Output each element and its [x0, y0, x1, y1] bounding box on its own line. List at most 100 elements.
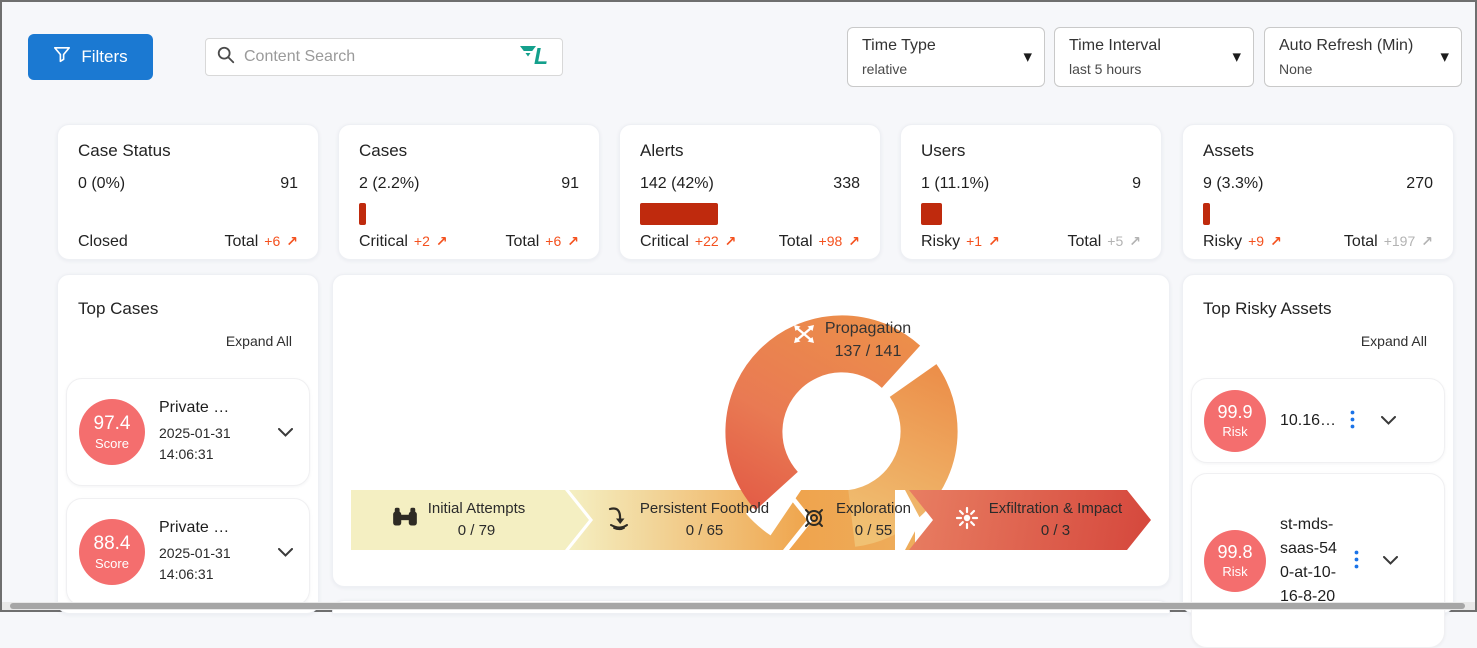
asset-risk-badge: 99.9 Risk: [1204, 389, 1266, 452]
search-input[interactable]: [244, 48, 510, 66]
card-title: Alerts: [640, 141, 684, 160]
card-title: Users: [921, 141, 966, 160]
critical-bar: [359, 203, 366, 225]
right-delta: +6: [545, 233, 562, 249]
kebab-menu-icon[interactable]: [1350, 546, 1363, 576]
top-cases-panel: Top Cases Expand All 97.4 Score Private …: [57, 274, 319, 614]
right-label: Total: [505, 233, 540, 250]
propagation-icon: [791, 321, 817, 352]
time-type-label: Time Type: [862, 37, 936, 54]
asset-name: st-mds-saas-540-at-10-16-8-20: [1280, 515, 1337, 605]
left-delta: +1: [966, 233, 983, 249]
right-value: 270: [1406, 175, 1433, 192]
funnel-icon: [53, 46, 71, 69]
right-value: 91: [280, 175, 298, 192]
trend-up-icon[interactable]: ↗: [848, 234, 860, 250]
trend-up-icon[interactable]: ↗: [1421, 234, 1433, 250]
filters-button[interactable]: Filters: [28, 34, 153, 80]
binoculars-icon: [391, 505, 419, 536]
stage-value: 0 / 3: [1040, 522, 1071, 539]
asset-risk: 99.8: [1217, 542, 1253, 562]
auto-refresh-dropdown[interactable]: Auto Refresh (Min) None ▼: [1264, 27, 1462, 87]
expand-chevron-icon[interactable]: [1379, 549, 1402, 572]
propagation-value: 137 / 141: [834, 343, 902, 361]
case-score: 97.4: [93, 413, 131, 434]
right-label: Total: [1343, 233, 1378, 250]
time-interval-value: last 5 hours: [1069, 61, 1142, 77]
asset-name: 10.16…: [1280, 411, 1337, 429]
asset-risk-label: Risk: [1222, 564, 1248, 579]
asset-item: 99.8 Risk st-mds-saas-540-at-10-16-8-20: [1191, 473, 1445, 648]
case-score-badge: 88.4 Score: [79, 519, 145, 585]
asset-risk: 99.9: [1217, 402, 1253, 422]
right-label: Total: [1067, 233, 1102, 250]
card-title: Cases: [359, 141, 408, 160]
right-delta: +5: [1107, 233, 1124, 249]
cases-card: Cases 2 (2.2%) 91 Critical +2 ↗ Total +6…: [338, 124, 600, 260]
stage-label: Exploration: [835, 500, 912, 518]
kebab-menu-icon[interactable]: [1346, 406, 1359, 436]
users-card: Users 1 (11.1%) 9 Risky +1 ↗ Total +5 ↗: [900, 124, 1162, 260]
top-risky-assets-title: Top Risky Assets: [1203, 299, 1332, 318]
trend-up-icon[interactable]: ↗: [724, 234, 737, 250]
case-date: 2025-01-31: [159, 425, 231, 441]
expand-chevron-icon[interactable]: [274, 541, 297, 564]
stage-value: 0 / 65: [685, 522, 724, 539]
left-delta: +2: [413, 233, 430, 249]
expand-chevron-icon[interactable]: [274, 421, 297, 444]
trend-up-icon[interactable]: ↗: [1129, 234, 1141, 250]
stage-label: Initial Attempts: [427, 500, 526, 518]
caret-down-icon: ▼: [1232, 50, 1241, 64]
trend-up-icon[interactable]: ↗: [286, 234, 298, 250]
right-delta: +98: [818, 233, 843, 249]
case-item: 88.4 Score Private … 2025-01-31 14:06:31: [66, 498, 310, 606]
asset-risk-label: Risk: [1222, 424, 1248, 439]
case-time: 14:06:31: [159, 446, 214, 462]
time-type-dropdown[interactable]: Time Type relative ▼: [847, 27, 1045, 87]
logpoint-logo-icon: L: [518, 42, 552, 73]
trend-up-icon[interactable]: ↗: [988, 234, 1000, 250]
expand-chevron-icon[interactable]: [1377, 409, 1400, 432]
top-cases-title: Top Cases: [78, 299, 159, 318]
case-score: 88.4: [93, 533, 131, 554]
left-value: 0 (0%): [78, 175, 126, 192]
time-interval-dropdown[interactable]: Time Interval last 5 hours ▼: [1054, 27, 1254, 87]
trend-up-icon[interactable]: ↗: [1270, 234, 1282, 250]
search-icon: [216, 45, 236, 70]
left-value: 142 (42%): [640, 175, 714, 192]
alerts-card: Alerts 142 (42%) 338 Critical +22 ↗ Tota…: [619, 124, 881, 260]
impact-icon: [954, 505, 980, 536]
left-label: Closed: [78, 233, 128, 250]
time-interval-label: Time Interval: [1069, 37, 1161, 54]
case-name: Private …: [159, 399, 230, 416]
case-name: Private …: [159, 519, 230, 536]
attack-chain-panel: Propagation 137 / 141 Initial Attempts 0…: [332, 274, 1170, 587]
right-label: Total: [778, 233, 813, 250]
asset-risk-badge: 99.8 Risk: [1204, 529, 1266, 592]
left-label: Critical: [359, 233, 408, 250]
filters-label: Filters: [81, 47, 128, 66]
left-value: 2 (2.2%): [359, 175, 420, 192]
stage-label: Exfiltration & Impact: [988, 500, 1123, 518]
svg-text:L: L: [534, 43, 548, 68]
card-title: Assets: [1203, 141, 1255, 160]
card-title: Case Status: [78, 141, 171, 160]
propagation-label: Propagation: [824, 320, 912, 337]
case-score-label: Score: [95, 436, 129, 451]
left-label: Risky: [1203, 233, 1243, 250]
right-value: 91: [561, 175, 579, 192]
case-time: 14:06:31: [159, 566, 214, 582]
case-score-badge: 97.4 Score: [79, 399, 145, 465]
top-risky-assets-panel: Top Risky Assets Expand All 99.9 Risk 10…: [1182, 274, 1454, 648]
time-type-value: relative: [862, 61, 908, 77]
risky-bar: [921, 203, 942, 225]
trend-up-icon[interactable]: ↗: [435, 234, 448, 250]
scrollbar-thumb[interactable]: [10, 603, 1465, 609]
auto-refresh-value: None: [1279, 61, 1313, 77]
caret-down-icon: ▼: [1440, 50, 1449, 64]
trend-up-icon[interactable]: ↗: [567, 234, 579, 250]
stage-value: 0 / 79: [457, 522, 496, 539]
top-cases-expand-all[interactable]: Expand All: [225, 333, 292, 349]
left-delta: +22: [694, 233, 719, 249]
top-risky-assets-expand-all[interactable]: Expand All: [1360, 333, 1427, 349]
